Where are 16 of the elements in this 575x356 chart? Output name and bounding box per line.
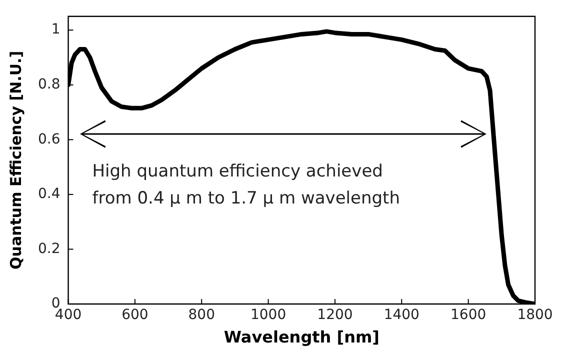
x-axis-title: Wavelength [nm] (224, 328, 380, 347)
x-tick-label: 400 (54, 307, 82, 324)
y-tick-label: 0.8 (38, 76, 60, 93)
y-tick-label: 0.6 (38, 131, 60, 148)
y-tick-label: 1 (51, 22, 60, 38)
x-tick-label: 1000 (250, 307, 286, 324)
y-tick-label: 0.4 (38, 186, 60, 202)
x-tick-label: 800 (188, 307, 215, 324)
y-axis-title: Quantum Efficiency [N.U.] (6, 50, 25, 270)
x-tick-label: 1800 (517, 307, 553, 324)
annotation: High quantum efficiency achieved from 0.4 μ m to 1.7 μ m wavelength (92, 161, 400, 208)
x-tick-label: 600 (122, 307, 148, 324)
x-tick-label: 1400 (384, 307, 420, 324)
x-tick-label: 1600 (450, 307, 486, 324)
y-tick-label: 0.2 (38, 240, 60, 257)
x-tick-label: 1200 (317, 307, 353, 324)
